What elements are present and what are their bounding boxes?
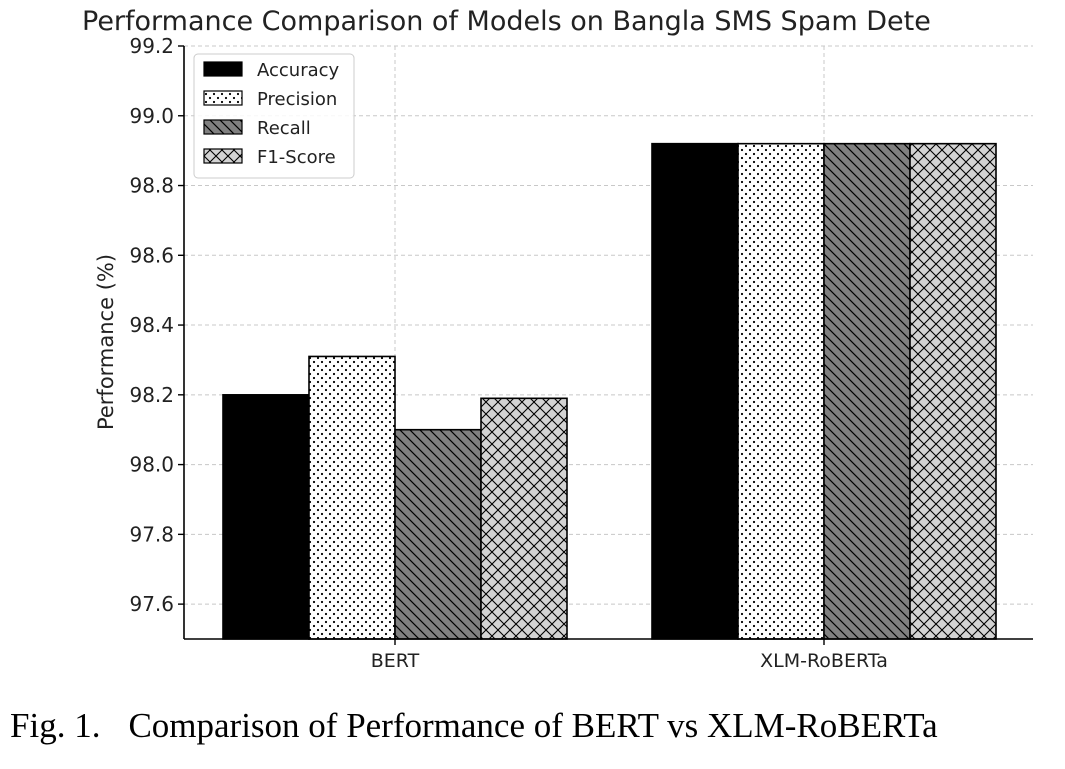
bar-f1-score-bert	[480, 397, 568, 640]
chart-title: Performance Comparison of Models on Bang…	[82, 6, 931, 37]
bar-precision-bert	[308, 355, 396, 640]
figure-number: Fig. 1.	[10, 706, 101, 745]
bar-accuracy-bert	[222, 394, 310, 640]
legend-label: Accuracy	[257, 60, 340, 81]
y-tick-label: 98.2	[129, 383, 174, 407]
legend-label: Recall	[257, 118, 311, 139]
y-axis-title: Performance (%)	[94, 254, 118, 430]
y-tick-label: 98.0	[129, 453, 174, 477]
bar-chart: Performance Comparison of Models on Bang…	[82, 6, 1033, 672]
legend: Accuracy Precision Recall F1-Score	[193, 53, 355, 179]
bar-recall-bert	[394, 428, 482, 640]
y-tick-label: 99.2	[129, 34, 174, 58]
figure-caption-text: Comparison of Performance of BERT vs XLM…	[128, 706, 938, 745]
legend-swatch	[203, 148, 243, 164]
x-ticks: BERT XLM-RoBERTa	[371, 639, 888, 672]
bar-f1-score-xlm-roberta	[909, 142, 997, 640]
legend-label: F1-Score	[257, 147, 336, 168]
legend-box	[193, 53, 355, 179]
y-tick-label: 97.8	[129, 522, 174, 546]
axes	[183, 46, 1033, 640]
legend-swatch	[203, 61, 243, 77]
y-tick-label: 98.6	[129, 243, 174, 267]
x-tick-label: XLM-RoBERTa	[760, 650, 888, 672]
bar-recall-xlm-roberta	[823, 142, 911, 640]
bars	[222, 142, 997, 640]
legend-label: Precision	[257, 89, 337, 110]
figure-caption: Fig. 1. Comparison of Performance of BERT…	[10, 706, 938, 746]
y-tick-label: 99.0	[129, 104, 174, 128]
y-tick-label: 98.4	[129, 313, 174, 337]
legend-swatch	[203, 90, 243, 106]
legend-swatch	[203, 119, 243, 135]
bar-precision-xlm-roberta	[737, 142, 825, 640]
y-ticks: 97.6 97.8 98.0 98.2 98.4 98.6 98.8 99.0 99.2	[129, 34, 184, 616]
bar-accuracy-xlm-roberta	[651, 142, 739, 640]
x-tick-label: BERT	[371, 650, 420, 672]
y-tick-label: 97.6	[129, 592, 174, 616]
y-tick-label: 98.8	[129, 174, 174, 198]
